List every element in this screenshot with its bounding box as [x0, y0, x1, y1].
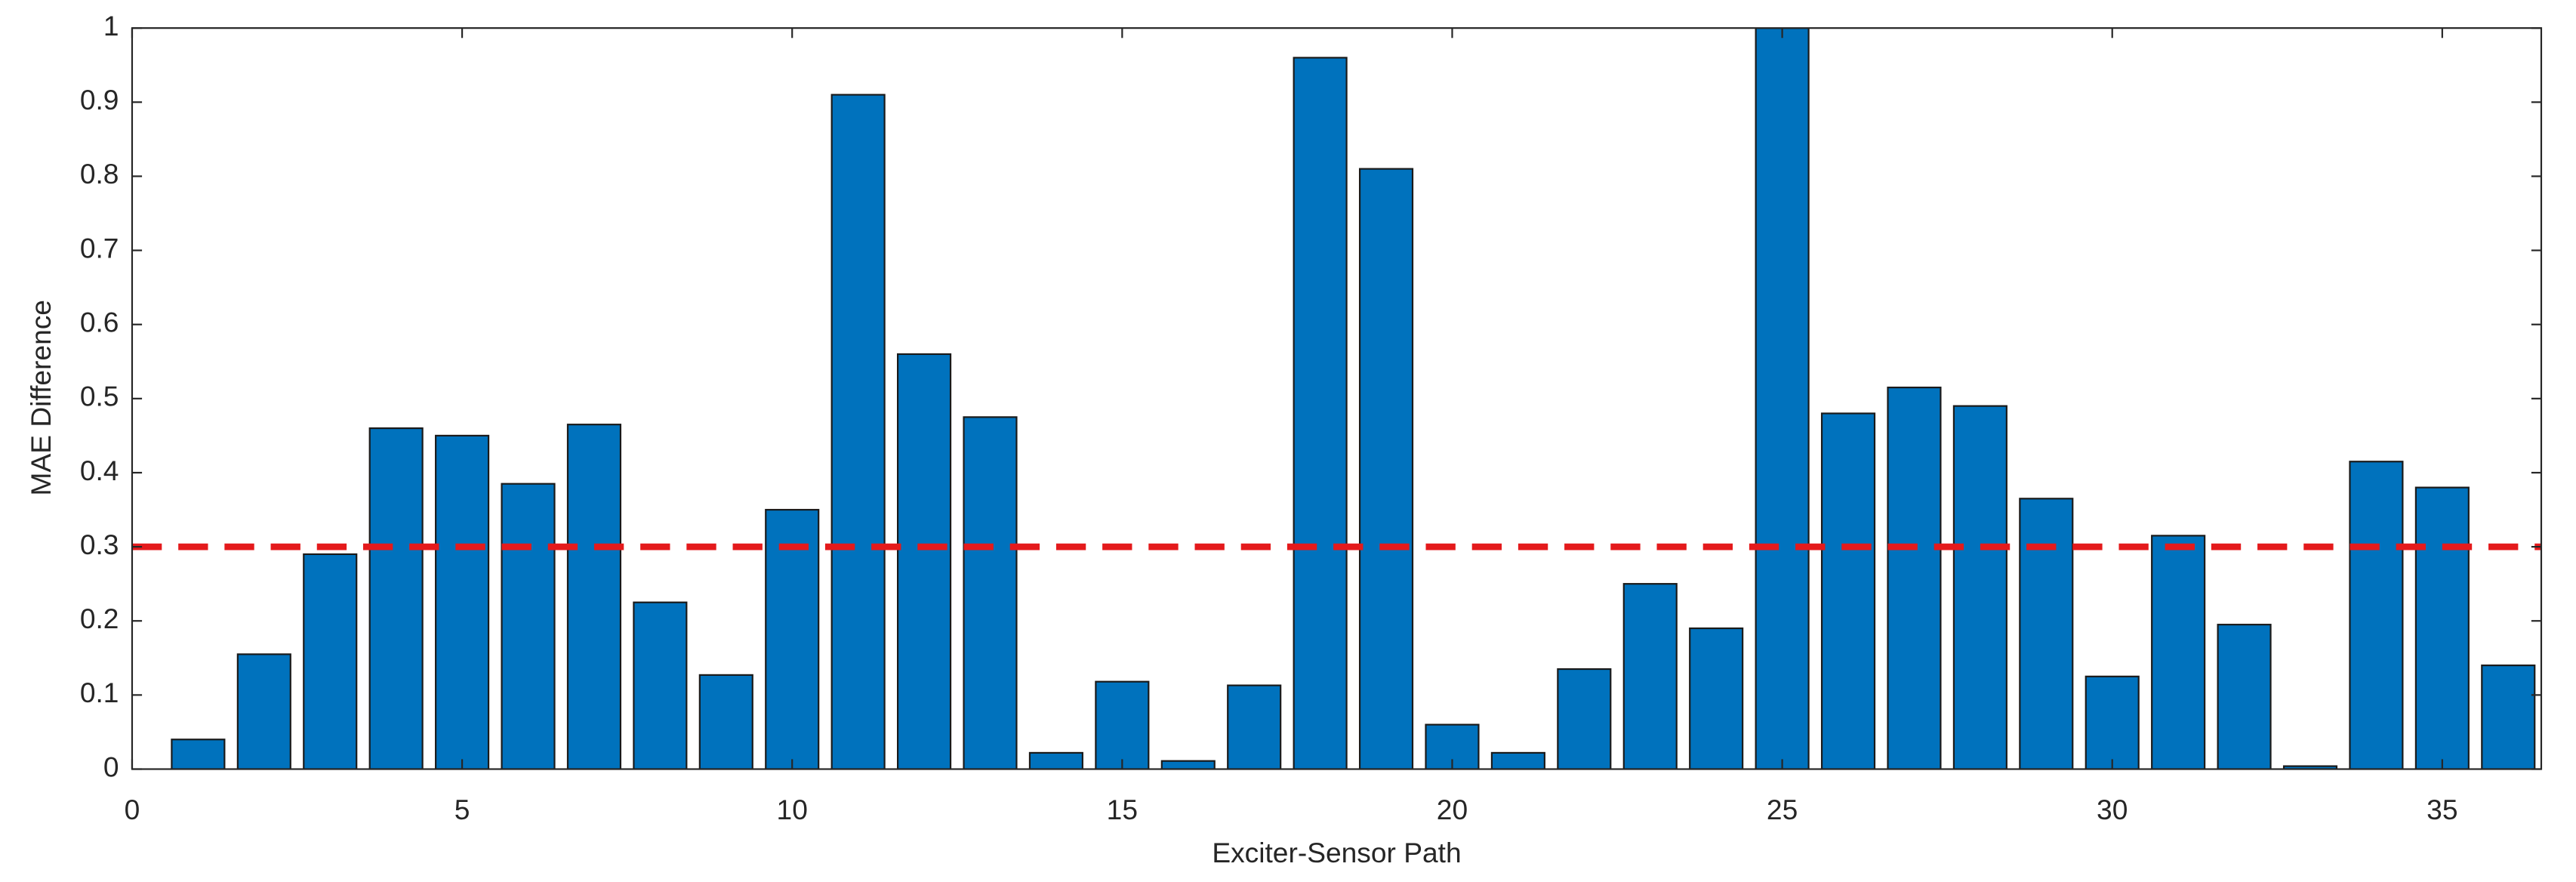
bar: [830, 94, 886, 769]
bar: [1755, 28, 1810, 769]
bar: [1820, 412, 1876, 769]
x-tick-label: 0: [125, 794, 140, 825]
bar: [566, 424, 622, 769]
bar: [501, 483, 556, 769]
x-tick-label: 15: [1107, 794, 1138, 825]
y-tick-label: 1: [103, 10, 119, 42]
bar: [897, 353, 952, 769]
x-tick-label: 30: [2097, 794, 2128, 825]
bar: [1095, 680, 1150, 769]
bar: [1689, 627, 1744, 769]
y-tick-label: 0.7: [80, 232, 119, 264]
x-tick-label: 5: [454, 794, 470, 825]
bar: [1622, 583, 1678, 769]
bar: [963, 416, 1018, 769]
y-tick-label: 0.5: [80, 381, 119, 412]
y-tick-label: 0.6: [80, 307, 119, 338]
bar: [435, 434, 490, 769]
y-tick-label: 0.9: [80, 84, 119, 116]
bar: [1227, 684, 1282, 769]
plot-content: [131, 28, 2541, 769]
bar: [303, 553, 358, 769]
bar: [2217, 624, 2272, 769]
bar: [1557, 668, 1612, 769]
y-tick-label: 0.1: [80, 677, 119, 708]
y-tick-label: 0.3: [80, 529, 119, 560]
y-tick-label: 0.4: [80, 455, 119, 486]
bar: [2085, 675, 2140, 769]
bar: [2151, 535, 2206, 769]
y-tick-label: 0.2: [80, 603, 119, 634]
bar: [633, 601, 688, 769]
y-tick-label: 0.8: [80, 158, 119, 190]
bar: [1358, 168, 1414, 769]
bar: [2349, 461, 2404, 769]
x-tick-label: 20: [1437, 794, 1468, 825]
bar: [1887, 387, 1942, 769]
bar: [368, 427, 424, 769]
bar: [765, 508, 820, 769]
x-tick-label: 35: [2427, 794, 2457, 825]
bar: [698, 674, 753, 769]
bar: [1160, 760, 1216, 769]
x-axis-label: Exciter-Sensor Path: [1212, 837, 1461, 868]
bar: [1028, 751, 1083, 769]
bar: [1952, 405, 2007, 769]
bar: [1490, 751, 1545, 769]
bar: [2019, 498, 2074, 769]
bar: [1293, 57, 1348, 769]
y-axis-label: MAE Difference: [25, 300, 57, 495]
bar: [2414, 486, 2470, 769]
x-tick-label: 25: [1767, 794, 1798, 825]
bar: [236, 653, 291, 769]
bar: [2481, 665, 2536, 769]
bar: [2282, 765, 2338, 769]
y-tick-label: 0: [103, 751, 119, 782]
x-tick-label: 10: [777, 794, 808, 825]
bar: [171, 739, 226, 769]
